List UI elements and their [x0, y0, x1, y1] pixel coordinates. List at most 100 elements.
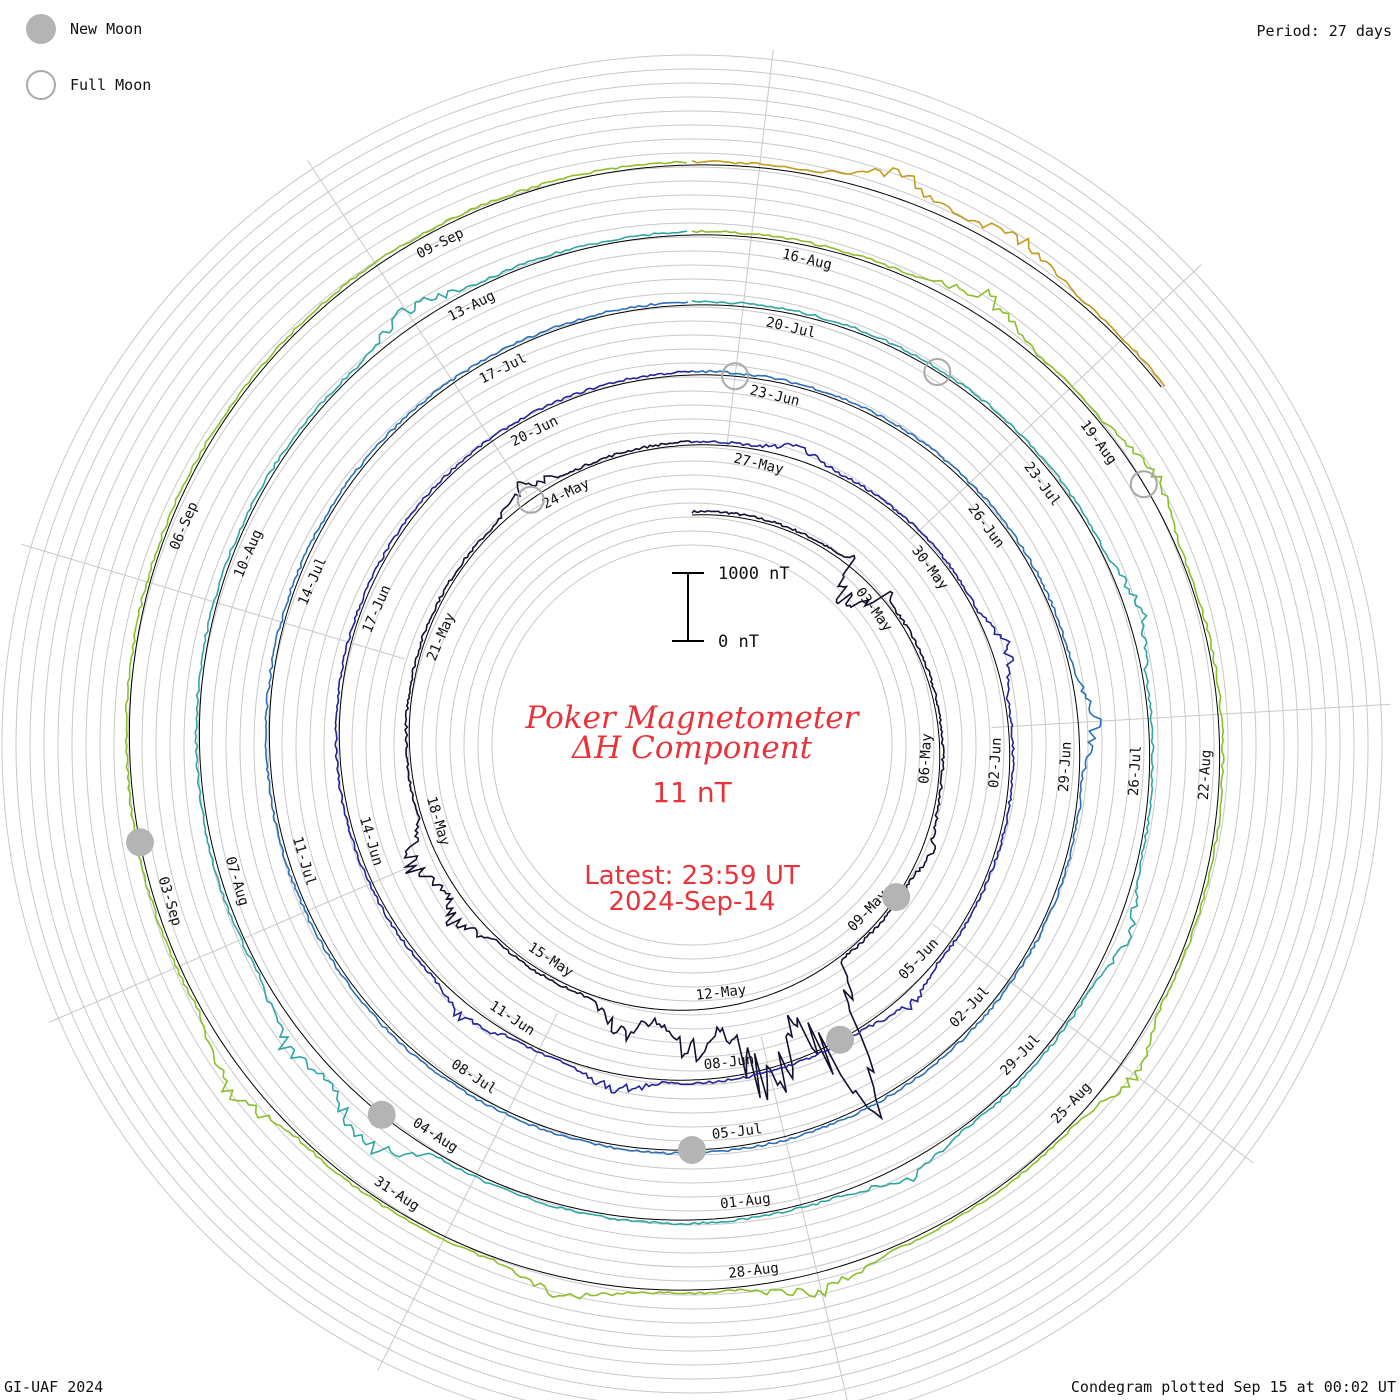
date-label: 06-May [916, 733, 935, 784]
grid-ring [197, 250, 1187, 1240]
date-label: 20-Jun [508, 413, 560, 450]
grid-ring [127, 180, 1257, 1310]
new-moon-marker [826, 1025, 854, 1054]
baseline [128, 164, 1221, 1291]
grid-spoke [377, 1012, 558, 1371]
grid-ring [267, 320, 1117, 1170]
grid-spoke [306, 159, 528, 495]
grid-ring [183, 236, 1201, 1254]
grid-ring [15, 68, 1369, 1400]
new-moon-marker [367, 1100, 396, 1129]
date-label: 07-Aug [222, 855, 252, 908]
date-label: 08-Jun [703, 1052, 755, 1074]
grid-ring [323, 376, 1061, 1114]
footer-credit: GI-UAF 2024 [4, 1378, 104, 1396]
date-label: 29-Jul [998, 1031, 1044, 1079]
date-label: 01-Aug [719, 1191, 771, 1213]
date-label: 12-May [695, 982, 747, 1004]
series-turn-4 [194, 230, 1155, 1226]
grid-spoke [760, 1036, 848, 1400]
grid-spoke [991, 703, 1391, 729]
period-label: Period: 27 days [1256, 22, 1392, 40]
grid-ring [57, 110, 1327, 1380]
latest-time: Latest: 23:59 UT [584, 861, 800, 891]
series-turn-2 [334, 370, 1015, 1094]
grid-ring [337, 390, 1047, 1100]
baseline-spiral [128, 164, 1221, 1291]
footer-plotted: Condegram plotted Sep 15 at 00:02 UT [1070, 1378, 1396, 1396]
date-label: 28-Aug [727, 1260, 779, 1282]
date-label: 05-Jul [711, 1121, 763, 1143]
date-label: 02-Jun [986, 737, 1005, 788]
latest-date: 2024-Sep-14 [608, 887, 775, 917]
new-moon-marker [126, 828, 154, 857]
grid-ring [141, 194, 1243, 1296]
grid-ring [155, 208, 1229, 1282]
legend-full-moon-label: Full Moon [70, 76, 152, 94]
date-label: 05-Jun [896, 935, 942, 983]
full-moon-marker [516, 485, 545, 514]
grid-ring [491, 544, 893, 946]
date-label: 14-Jun [356, 815, 386, 868]
date-label: 26-Jul [1126, 745, 1145, 796]
grid-ring [225, 278, 1159, 1212]
date-label: 03-Sep [155, 875, 185, 928]
grid-ring [71, 124, 1313, 1366]
grid-ring [477, 530, 907, 960]
date-label: 22-Aug [1196, 749, 1215, 800]
grid-ring [43, 96, 1341, 1394]
scale-bar: 1000 nT 0 nT [672, 564, 790, 652]
series-turn-6 [691, 160, 1166, 387]
grid-ring [211, 264, 1173, 1226]
grid-spoke [932, 923, 1254, 1164]
scale-top-label: 1000 nT [718, 564, 790, 584]
grid-ring [379, 432, 1005, 1058]
scale-bottom-label: 0 nT [718, 632, 759, 652]
current-value: 11 nT [652, 776, 732, 809]
grid-ring [29, 82, 1355, 1400]
grid-spokes [21, 49, 1391, 1400]
date-label: 11-Jul [289, 835, 319, 888]
series-turn-1 [402, 440, 946, 1121]
new-moon-marker [882, 883, 911, 912]
center-title: Poker Magnetometer ΔH Component 11 nT La… [525, 700, 861, 917]
grid-ring [365, 418, 1019, 1072]
full-moon-marker [923, 358, 952, 386]
date-label: 24-May [540, 476, 592, 513]
grid-ring [309, 362, 1075, 1128]
title-line-1: Poker Magnetometer [525, 700, 861, 736]
moon-markers [126, 358, 1158, 1164]
grid-spoke [726, 49, 774, 448]
date-label: 13-Aug [446, 288, 498, 325]
date-label: 02-Jul [947, 983, 993, 1031]
grid-ring [435, 488, 949, 1002]
date-label: 09-Sep [414, 225, 466, 262]
new-moon-icon [26, 14, 56, 44]
grid-ring [1, 54, 1383, 1400]
grid-ring [113, 166, 1271, 1324]
title-line-2: ΔH Component [571, 730, 813, 766]
date-label: 25-Aug [1048, 1079, 1094, 1127]
grid-ring [169, 222, 1215, 1268]
legend-new-moon-label: New Moon [70, 20, 143, 38]
new-moon-marker [678, 1136, 706, 1164]
grid-ring [421, 474, 963, 1016]
date-label: 29-Jun [1056, 741, 1075, 792]
grid-spoke [49, 863, 417, 1023]
date-label: 18-May [423, 795, 453, 848]
grid-ring [85, 138, 1299, 1352]
legend-new-moon: New Moon [26, 14, 142, 44]
grid-ring [239, 292, 1145, 1198]
grid-ring [463, 516, 921, 974]
grid-ring [99, 152, 1285, 1338]
grid-ring [351, 404, 1033, 1086]
grid-ring [449, 502, 935, 988]
date-label: 17-Jul [477, 350, 529, 387]
grid-ring [253, 306, 1131, 1184]
legend-full-moon: Full Moon [26, 70, 151, 100]
grid-rings [1, 54, 1383, 1400]
grid-ring [393, 446, 991, 1044]
full-moon-marker [721, 362, 750, 391]
full-moon-icon [26, 70, 56, 100]
